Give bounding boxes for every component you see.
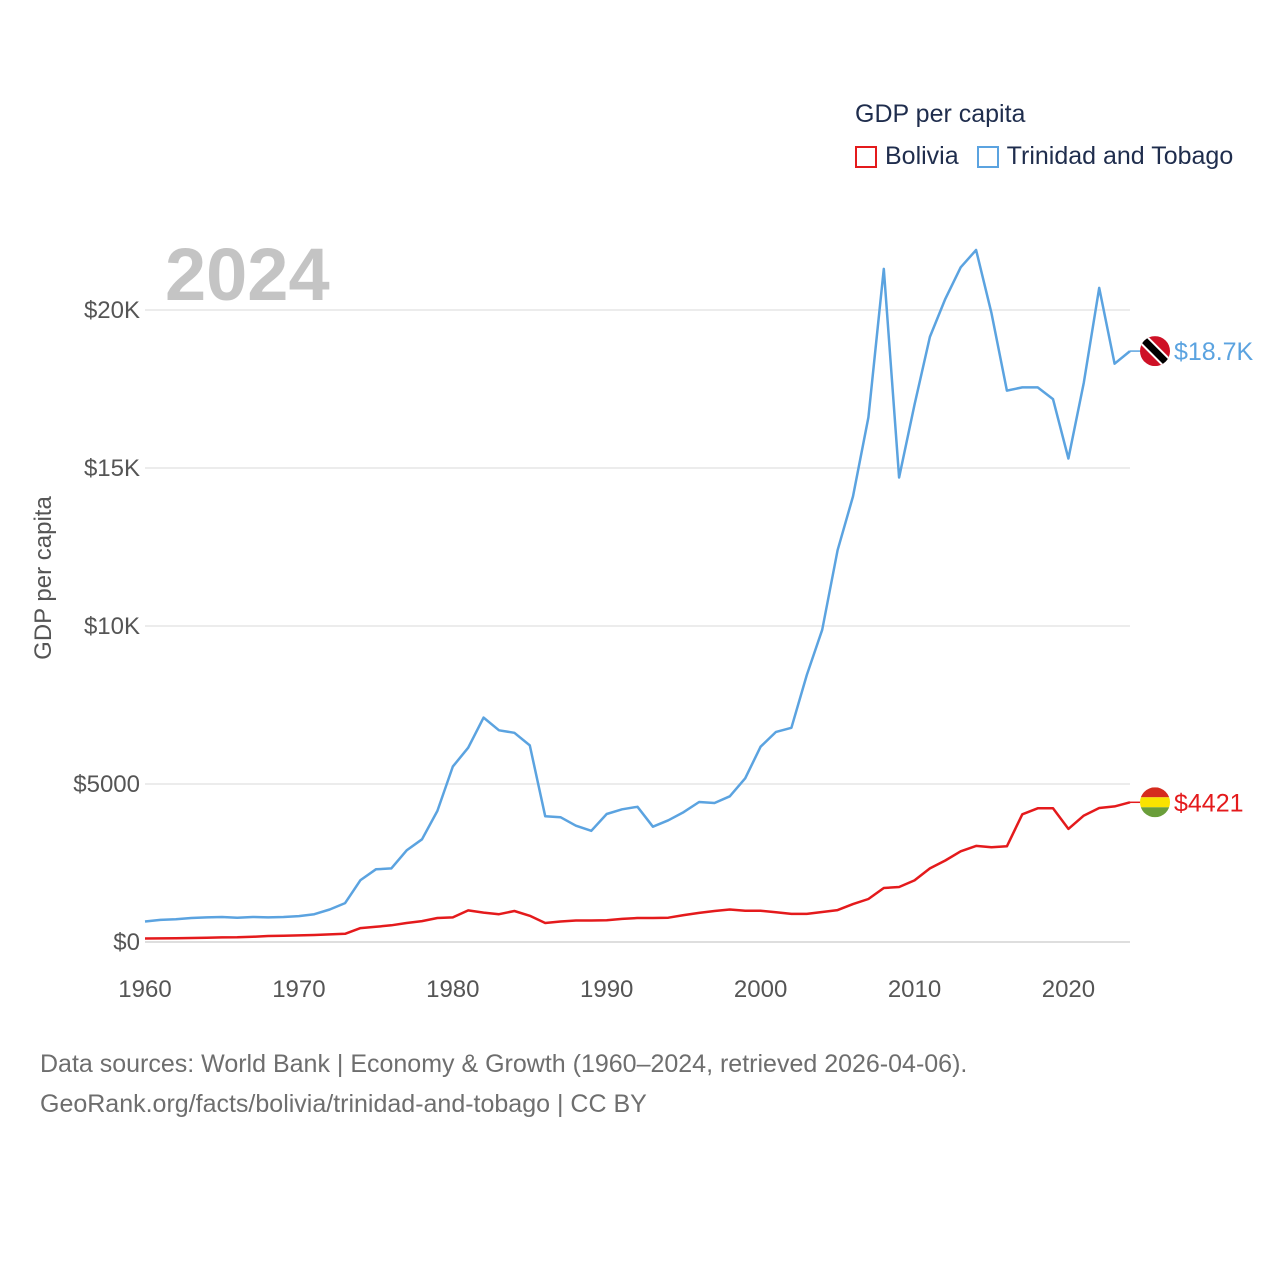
series-lines [144, 248, 1131, 940]
x-tick-label: 2010 [888, 976, 941, 1003]
year-watermark: 2024 [165, 233, 330, 316]
legend-title: GDP per capita [855, 100, 1026, 128]
x-tick-label: 1990 [580, 976, 633, 1003]
series-line-bolivia [144, 801, 1131, 940]
y-tick-label: $10K [84, 613, 140, 640]
source-note: Data sources: World Bank | Economy & Gro… [40, 1044, 967, 1124]
source-line-1: Data sources: World Bank | Economy & Gro… [40, 1050, 968, 1078]
x-axis-ticks: 1960 1970 1980 1990 2000 2010 2020 [118, 976, 1095, 1003]
x-tick-label: 2000 [734, 976, 787, 1003]
legend-swatch-bolivia [855, 145, 877, 168]
source-line-2[interactable]: GeoRank.org/facts/bolivia/trinidad-and-t… [40, 1090, 647, 1118]
y-tick-label: $0 [113, 929, 140, 956]
end-label-bolivia: $4421 [1174, 789, 1244, 817]
bolivia-flag-icon [1140, 787, 1170, 818]
legend-label-bolivia: Bolivia [885, 142, 959, 170]
y-axis-ticks: $0 $5000 $10K $15K $20K [73, 297, 140, 956]
legend-label-trinidad-and-tobago: Trinidad and Tobago [1006, 142, 1234, 170]
x-tick-label: 2020 [1042, 976, 1095, 1003]
legend-item-trinidad-and-tobago[interactable]: Trinidad and Tobago [976, 142, 1234, 171]
y-axis-label: GDP per capita [30, 496, 57, 660]
legend-swatch-trinidad-and-tobago [976, 145, 999, 168]
series-line-trinidad-and-tobago [144, 248, 1131, 923]
y-tick-label: $5000 [73, 771, 140, 798]
y-tick-label: $15K [84, 455, 140, 482]
series-end-markers: $18.7K $4421 [1130, 336, 1254, 818]
legend-item-bolivia[interactable]: Bolivia [855, 142, 959, 171]
end-label-trinidad-and-tobago: $18.7K [1174, 338, 1254, 366]
x-tick-label: 1960 [118, 976, 171, 1003]
trinidad-and-tobago-flag-icon [1140, 336, 1170, 367]
x-tick-label: 1980 [426, 976, 479, 1003]
grid-lines [145, 309, 1130, 943]
y-tick-label: $20K [84, 297, 140, 324]
legend: Bolivia Trinidad and Tobago [855, 142, 1251, 171]
x-tick-label: 1970 [272, 976, 325, 1003]
